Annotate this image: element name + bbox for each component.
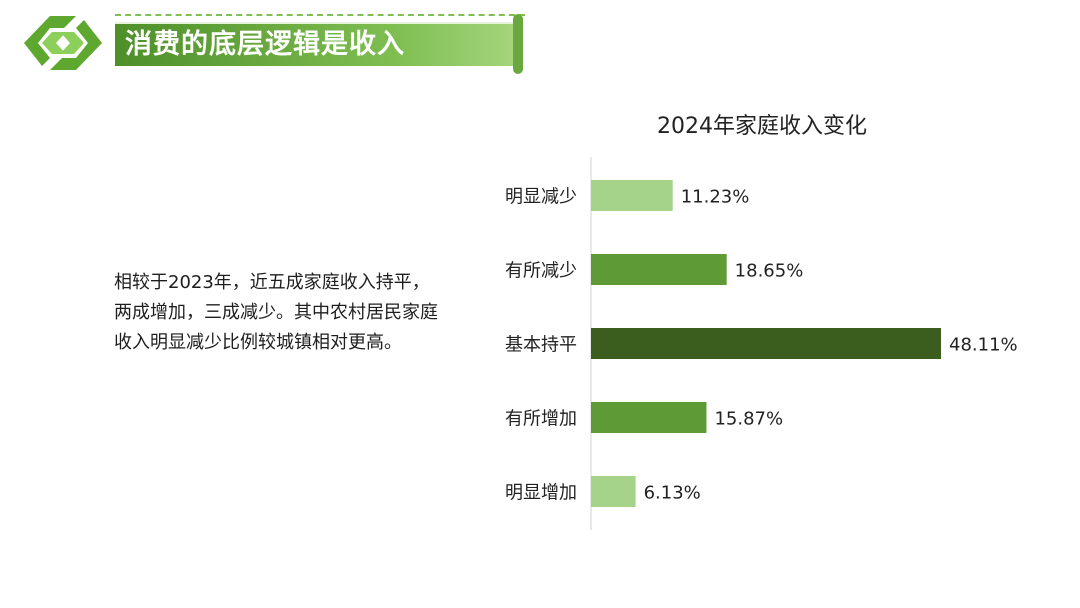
data-label: 15.87% xyxy=(714,409,783,430)
bars-group: 明显减少 11.23% 有所减少 18.65% 基本持平 48.11% 有所增加 15.87%… xyxy=(505,180,1018,507)
category-label: 有所增加 xyxy=(505,409,577,430)
category-label: 明显增加 xyxy=(505,483,577,504)
bar-4 xyxy=(591,402,707,433)
logo-icon xyxy=(22,14,104,72)
bar-2 xyxy=(591,254,727,285)
category-label: 基本持平 xyxy=(505,335,577,356)
category-label: 明显减少 xyxy=(505,187,577,208)
description-text: 相较于2023年，近五成家庭收入持平，两成增加，三成减少。其中农村居民家庭收入明… xyxy=(114,272,438,353)
category-label: 有所减少 xyxy=(505,261,577,282)
chart-title: 2024年家庭收入变化 xyxy=(657,114,867,139)
data-label: 11.23% xyxy=(681,187,750,208)
bar-3 xyxy=(591,328,941,359)
bar-chart: 2024年家庭收入变化 明显减少 11.23% 有所减少 18.65% 基本持平 48.1… xyxy=(505,114,1018,530)
title-banner: 消费的底层逻辑是收入 xyxy=(115,22,520,66)
bar-1 xyxy=(591,180,673,211)
data-label: 6.13% xyxy=(644,483,701,504)
bar-5 xyxy=(591,476,636,507)
data-label: 18.65% xyxy=(735,261,804,282)
page-title: 消费的底层逻辑是收入 xyxy=(125,29,405,60)
banner-scroll-end xyxy=(513,14,523,74)
data-label: 48.11% xyxy=(949,335,1018,356)
banner-decoration xyxy=(115,14,525,22)
